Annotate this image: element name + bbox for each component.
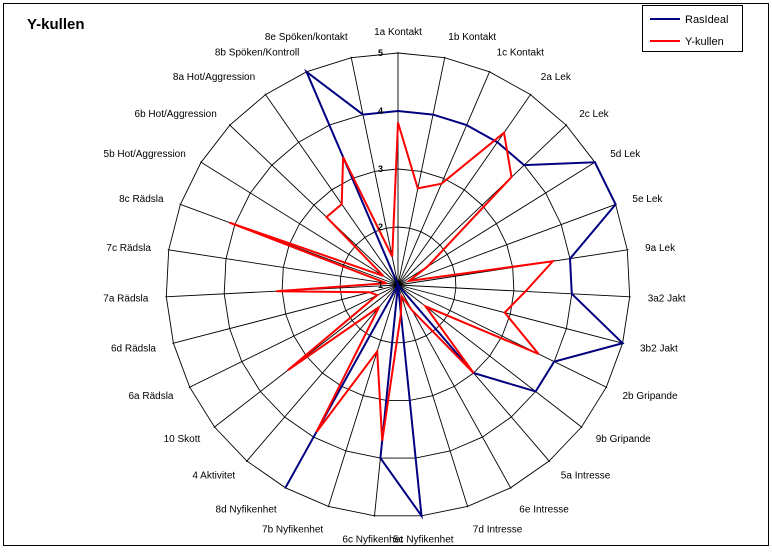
spoke-24 [167, 249, 399, 286]
spoke-4 [397, 124, 568, 286]
legend: RasIdeal Y-kullen [642, 5, 743, 52]
category-label-14: 7d Intresse [473, 525, 523, 536]
category-label-4: 2c Lek [579, 109, 609, 120]
category-label-19: 4 Aktivitet [192, 471, 235, 482]
category-label-3: 2a Lek [541, 72, 572, 83]
tick-label-3: 3 [378, 164, 383, 174]
category-label-25: 8c Rädsla [119, 194, 164, 205]
spoke-28 [264, 93, 399, 286]
spoke-27 [228, 124, 399, 286]
tick-label-5: 5 [378, 48, 383, 58]
category-label-10: 2b Gripande [623, 391, 678, 402]
category-label-13: 6e Intresse [519, 505, 569, 516]
radar-series [229, 68, 625, 520]
category-label-8: 3a2 Jakt [648, 294, 686, 305]
category-label-27: 6b Hot/Aggression [135, 109, 217, 120]
category-label-23: 7a Rädsla [103, 294, 148, 305]
series-line-y-kullen [229, 122, 556, 441]
category-label-18: 8d Nyfikenhet [216, 505, 277, 516]
category-label-26: 5b Hot/Aggression [104, 149, 186, 160]
category-label-11: 9b Gripande [596, 434, 651, 445]
category-label-12: 5a Intresse [561, 471, 611, 482]
category-label-28: 8a Hot/Aggression [173, 72, 255, 83]
category-label-22: 6d Rädsla [111, 344, 156, 355]
spoke-22 [172, 284, 399, 344]
spoke-10 [397, 284, 608, 389]
category-label-21: 6a Rädsla [128, 391, 173, 402]
category-label-2: 1c Kontakt [497, 47, 544, 58]
category-label-30: 8e Spöken/kontakt [265, 32, 348, 43]
category-label-29: 8b Spöken/Kontroll [215, 47, 300, 58]
category-label-0: 1a Kontakt [374, 27, 422, 38]
legend-label-rasideal: RasIdeal [685, 14, 728, 26]
grid-ring-3 [281, 168, 515, 401]
grid-ring-4 [223, 110, 573, 459]
spoke-2 [397, 70, 491, 286]
spoke-14 [397, 284, 469, 508]
legend-label-y-kullen: Y-kullen [685, 36, 724, 48]
spoke-5 [397, 161, 596, 286]
category-label-1: 1b Kontakt [448, 32, 496, 43]
spoke-3 [397, 93, 532, 286]
category-label-9: 3b2 Jakt [640, 344, 678, 355]
spoke-11 [397, 284, 583, 428]
spoke-9 [397, 284, 624, 344]
spoke-21 [188, 284, 399, 389]
spoke-1 [397, 56, 446, 286]
category-label-16: 6c Nyfikenhet [342, 535, 403, 546]
category-label-7: 9a Lek [645, 243, 676, 254]
tick-label-2: 2 [378, 222, 383, 232]
tick-label-1: 1 [378, 280, 383, 290]
grid-ring-2 [339, 226, 457, 344]
category-label-24: 7c Rädsla [106, 243, 151, 254]
spoke-6 [397, 203, 617, 286]
category-label-20: 10 Skott [164, 434, 201, 445]
category-label-6: 5e Lek [632, 194, 663, 205]
category-label-17: 7b Nyfikenhet [262, 525, 323, 536]
chart-title: Y-kullen [27, 16, 85, 33]
spoke-17 [327, 284, 399, 508]
spoke-19 [245, 284, 399, 463]
radial-tick-labels: 1 2 3 4 5 [378, 48, 383, 290]
chart-border [3, 3, 769, 546]
category-label-5: 5d Lek [610, 149, 641, 160]
series-line-rasideal [284, 68, 625, 520]
category-label-15: 5c Nyfikenhet [393, 535, 454, 546]
spoke-8 [397, 284, 631, 298]
legend-box [642, 5, 743, 52]
tick-label-4: 4 [378, 106, 383, 116]
spoke-30 [350, 56, 399, 286]
spoke-26 [200, 161, 399, 286]
spoke-13 [397, 284, 512, 489]
